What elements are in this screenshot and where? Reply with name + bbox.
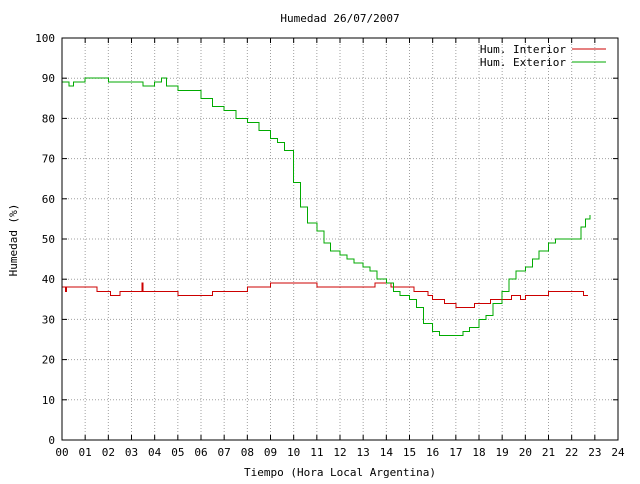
y-tick-label: 10 — [42, 394, 55, 407]
y-axis-label: Humedad (%) — [7, 204, 20, 277]
x-tick-label: 23 — [588, 446, 601, 459]
y-tick-label: 50 — [42, 233, 55, 246]
y-tick-label: 40 — [42, 273, 55, 286]
y-tick-label: 100 — [35, 32, 55, 45]
x-tick-label: 10 — [287, 446, 300, 459]
x-tick-label: 08 — [241, 446, 254, 459]
x-tick-label: 00 — [55, 446, 68, 459]
y-tick-label: 70 — [42, 153, 55, 166]
x-tick-label: 14 — [380, 446, 394, 459]
x-tick-label: 12 — [333, 446, 346, 459]
series-line-exterior — [62, 77, 591, 336]
x-tick-label: 05 — [171, 446, 184, 459]
x-tick-label: 18 — [472, 446, 485, 459]
x-axis-label: Tiempo (Hora Local Argentina) — [244, 466, 436, 479]
y-tick-label: 0 — [48, 434, 55, 447]
x-tick-label: 03 — [125, 446, 138, 459]
x-tick-label: 22 — [565, 446, 578, 459]
y-tick-label: 60 — [42, 193, 55, 206]
x-tick-label: 19 — [496, 446, 509, 459]
x-tick-label: 01 — [79, 446, 92, 459]
y-tick-label: 20 — [42, 354, 55, 367]
x-tick-label: 16 — [426, 446, 439, 459]
plot-frame — [61, 37, 619, 441]
axis-ticks: 00 01 02 03 04 05 06 07 08 09 10 11 12 13 14 15 16 17 18 19… — [35, 32, 625, 459]
legend-label: Hum. Exterior — [480, 56, 566, 69]
y-tick-label: 30 — [42, 313, 55, 326]
x-tick-label: 13 — [357, 446, 370, 459]
x-tick-label: 09 — [264, 446, 277, 459]
x-tick-label: 11 — [310, 446, 323, 459]
x-tick-label: 20 — [519, 446, 532, 459]
chart-title: Humedad 26/07/2007 — [280, 12, 399, 25]
x-tick-label: 21 — [542, 446, 555, 459]
x-tick-label: 07 — [218, 446, 231, 459]
y-tick-label: 90 — [42, 72, 55, 85]
x-tick-label: 04 — [148, 446, 162, 459]
series-line-interior — [62, 282, 588, 308]
y-tick-label: 80 — [42, 112, 55, 125]
x-tick-label: 02 — [102, 446, 115, 459]
x-tick-label: 15 — [403, 446, 416, 459]
data-series — [62, 77, 591, 336]
x-tick-label: 06 — [194, 446, 207, 459]
x-tick-label: 24 — [611, 446, 625, 459]
legend-label: Hum. Interior — [480, 43, 566, 56]
x-tick-label: 17 — [449, 446, 462, 459]
grid-lines — [62, 38, 618, 440]
